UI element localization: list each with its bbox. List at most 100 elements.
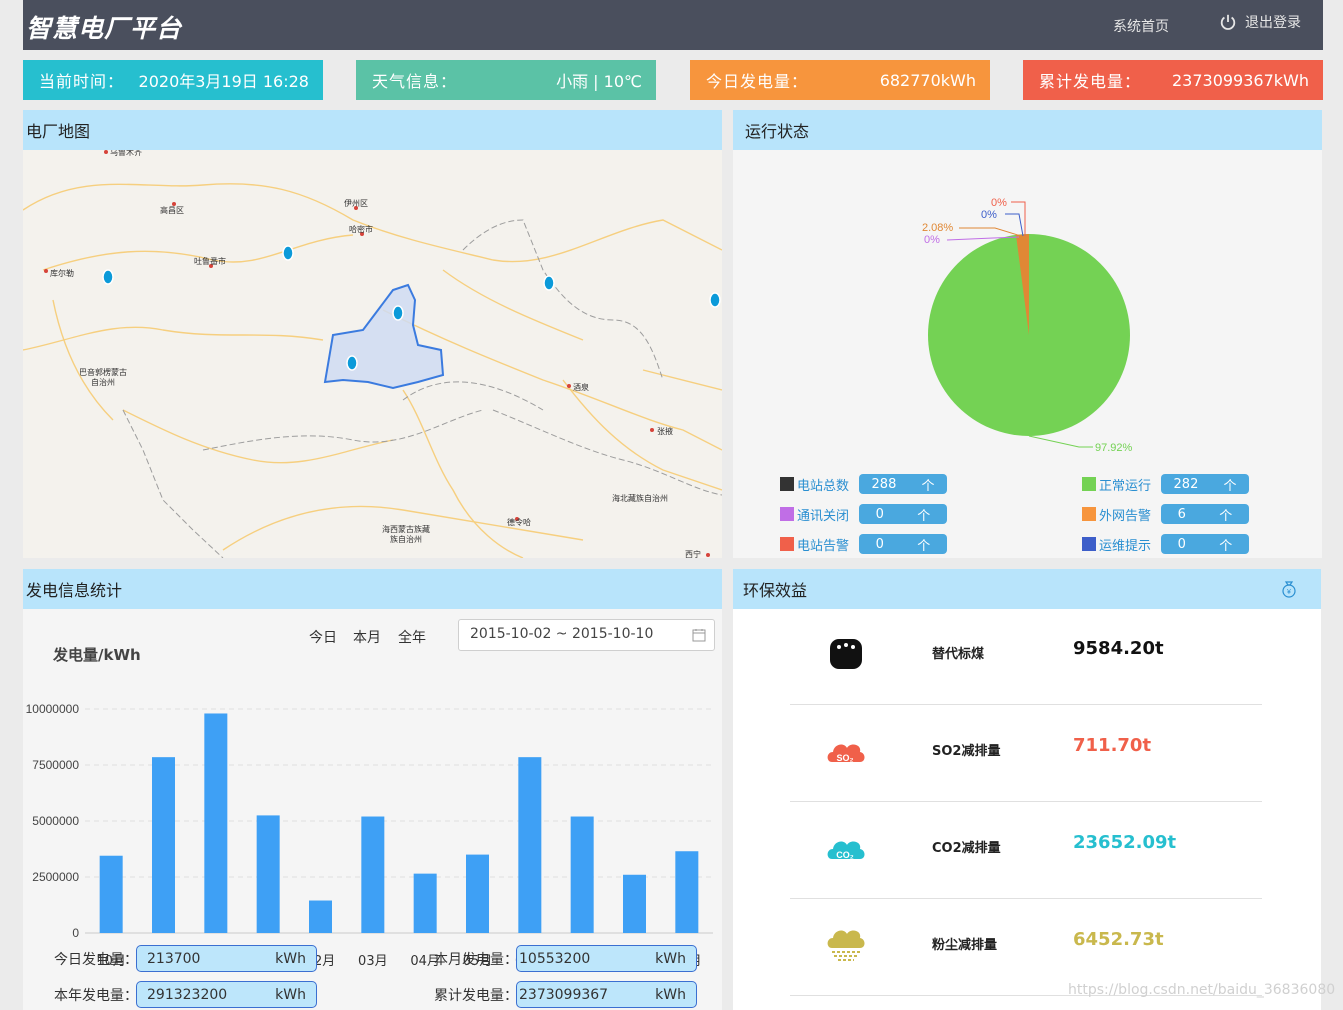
pie-label-warning: 2.08% bbox=[922, 222, 953, 234]
stat-today-generation: 今日发电量： 682770kWh bbox=[690, 60, 990, 100]
summary-year-label: 本年发电量： bbox=[54, 988, 138, 1004]
y-tick-label: 10000000 bbox=[26, 702, 80, 716]
map-panel: 电厂地图 bbox=[23, 110, 722, 558]
x-tick-label: 05月 bbox=[463, 954, 493, 969]
money-bag-icon[interactable]: ¥ bbox=[1281, 580, 1297, 598]
map-city-label: 伊州区 bbox=[344, 199, 368, 208]
so2-cloud-icon: SO₂ bbox=[827, 744, 865, 763]
legend-name: 运维提示 bbox=[1099, 538, 1152, 554]
summary-total-label: 累计发电量： bbox=[434, 988, 518, 1004]
bar-12月 bbox=[204, 713, 228, 933]
map-city-label: 巴音郭楞蒙古自治州 bbox=[79, 368, 127, 387]
svg-text:SO₂: SO₂ bbox=[836, 753, 853, 763]
summary-year-box: 291323200 kWh bbox=[136, 981, 317, 1008]
calendar-icon bbox=[692, 629, 706, 642]
tab-year[interactable]: 全年 bbox=[398, 630, 426, 646]
y-tick-label: 2500000 bbox=[32, 870, 79, 884]
map-panel-title: 电厂地图 bbox=[23, 110, 722, 150]
stat-weather-value: 小雨 | 10℃ bbox=[556, 72, 642, 91]
stat-today-value: 682770kWh bbox=[879, 70, 976, 90]
y-tick-label: 0 bbox=[72, 926, 79, 940]
x-tick-label: 03月 bbox=[358, 954, 388, 969]
bar-01月 bbox=[256, 815, 280, 933]
tab-today[interactable]: 今日 bbox=[309, 630, 337, 646]
bar-11月 bbox=[152, 757, 175, 933]
pie-label-normal: 97.92% bbox=[1095, 442, 1133, 454]
env-name: SO2减排量 bbox=[932, 744, 1001, 759]
status-panel: 运行状态 0% 0% 2.08% 0% 97.92% 电站总数 288 个 正常运… bbox=[733, 110, 1322, 558]
svg-text:¥: ¥ bbox=[1287, 589, 1291, 596]
map-city-label: 西宁 bbox=[685, 550, 701, 558]
summary-year-unit: kWh bbox=[275, 986, 306, 1003]
legend-name: 外网告警 bbox=[1099, 508, 1152, 524]
logout-label: 退出登录 bbox=[1245, 15, 1301, 31]
env-name: 替代标煤 bbox=[932, 647, 985, 662]
env-row-coal: 替代标煤 9584.20t bbox=[790, 609, 1262, 705]
bar-09月 bbox=[675, 851, 699, 933]
map-city-label: 吐鲁番市 bbox=[194, 257, 226, 266]
generation-panel-title: 发电信息统计 bbox=[23, 569, 722, 609]
logout-button[interactable]: 退出登录 bbox=[1219, 12, 1301, 32]
legend-name: 电站总数 bbox=[797, 478, 850, 494]
summary-today-unit: kWh bbox=[275, 950, 306, 967]
x-tick-label: 10月 bbox=[96, 954, 126, 969]
env-name: 粉尘减排量 bbox=[932, 938, 998, 953]
status-pie-chart: 0% 0% 2.08% 0% 97.92% bbox=[922, 197, 1133, 454]
summary-today-label: 今日发电量： bbox=[54, 952, 138, 968]
legend-swatch bbox=[1082, 537, 1096, 551]
legend-name: 通讯关闭 bbox=[797, 508, 850, 524]
env-row-so2: SO₂ SO2减排量 711.70t bbox=[790, 706, 1262, 802]
tab-month[interactable]: 本月 bbox=[353, 630, 381, 646]
map-city-label: 德令哈 bbox=[507, 518, 531, 527]
summary-month-unit: kWh bbox=[655, 950, 686, 967]
map-city-label: 海北藏族自治州 bbox=[612, 494, 668, 503]
home-link[interactable]: 系统首页 bbox=[1113, 19, 1169, 35]
summary-month-label: 本月发电量： bbox=[434, 952, 518, 968]
legend-count: 282 个 bbox=[1161, 474, 1249, 494]
generation-bar-chart: 发电量/kWh 0 2500000 5000000 7500000 10000000 1… bbox=[26, 646, 713, 969]
bar-10月 bbox=[99, 855, 123, 933]
stat-weather-label: 天气信息： bbox=[372, 72, 458, 91]
date-range-value: 2015-10-02 ~ 2015-10-10 bbox=[470, 626, 654, 642]
legend-swatch bbox=[1082, 507, 1096, 521]
bar-05月 bbox=[466, 854, 489, 933]
y-tick-label: 7500000 bbox=[32, 758, 79, 772]
date-range-picker[interactable]: 2015-10-02 ~ 2015-10-10 bbox=[458, 619, 715, 651]
summary-total-value: 2373099367 bbox=[519, 986, 609, 1003]
legend-name: 电站告警 bbox=[797, 538, 850, 554]
env-panel-title: 环保效益 ¥ bbox=[733, 569, 1321, 609]
legend-swatch bbox=[780, 507, 794, 521]
env-value: 711.70t bbox=[1073, 735, 1152, 756]
bar-03月 bbox=[361, 816, 385, 933]
legend-swatch bbox=[780, 537, 794, 551]
stat-total-value: 2373099367kWh bbox=[1171, 70, 1309, 90]
plant-marker-icon bbox=[102, 245, 721, 371]
x-tick-label: 04月 bbox=[410, 954, 440, 969]
legend-normal: 正常运行 282 个 bbox=[1082, 474, 1249, 494]
env-row-co2: CO₂ CO2减排量 23652.09t bbox=[790, 803, 1262, 899]
status-panel-title: 运行状态 bbox=[733, 110, 1322, 150]
pie-label-alarm: 0% bbox=[991, 197, 1007, 209]
env-panel: 环保效益 ¥ 替代标煤 9584.20t SO₂ SO2减排量 711.70t bbox=[733, 569, 1321, 1010]
watermark-text: https://blog.csdn.net/baidu_36836080 bbox=[1068, 982, 1336, 998]
env-value: 6452.73t bbox=[1073, 929, 1164, 950]
map-city-label: 高昌区 bbox=[160, 206, 184, 215]
stat-weather: 天气信息： 小雨 | 10℃ bbox=[356, 60, 656, 100]
legend-name: 正常运行 bbox=[1099, 478, 1152, 494]
legend-swatch bbox=[780, 477, 794, 491]
bar-04月 bbox=[413, 873, 437, 933]
bar-02月 bbox=[309, 900, 332, 933]
generation-panel: 发电信息统计 今日 本月 全年 2015-10-02 ~ 2015-10-10 … bbox=[23, 569, 722, 1010]
map-city-label: 哈密市 bbox=[349, 225, 373, 234]
dust-cloud-icon bbox=[827, 930, 865, 961]
power-plant-map[interactable]: 乌鲁木齐 高昌区 伊州区 哈密市 吐鲁番市 库尔勒 巴音郭楞蒙古自治州 酒泉 张… bbox=[23, 150, 722, 558]
summary-total-unit: kWh bbox=[655, 986, 686, 1003]
env-name: CO2减排量 bbox=[932, 841, 1001, 856]
stat-total-label: 累计发电量： bbox=[1039, 72, 1142, 91]
summary-today-value: 213700 bbox=[147, 950, 201, 967]
